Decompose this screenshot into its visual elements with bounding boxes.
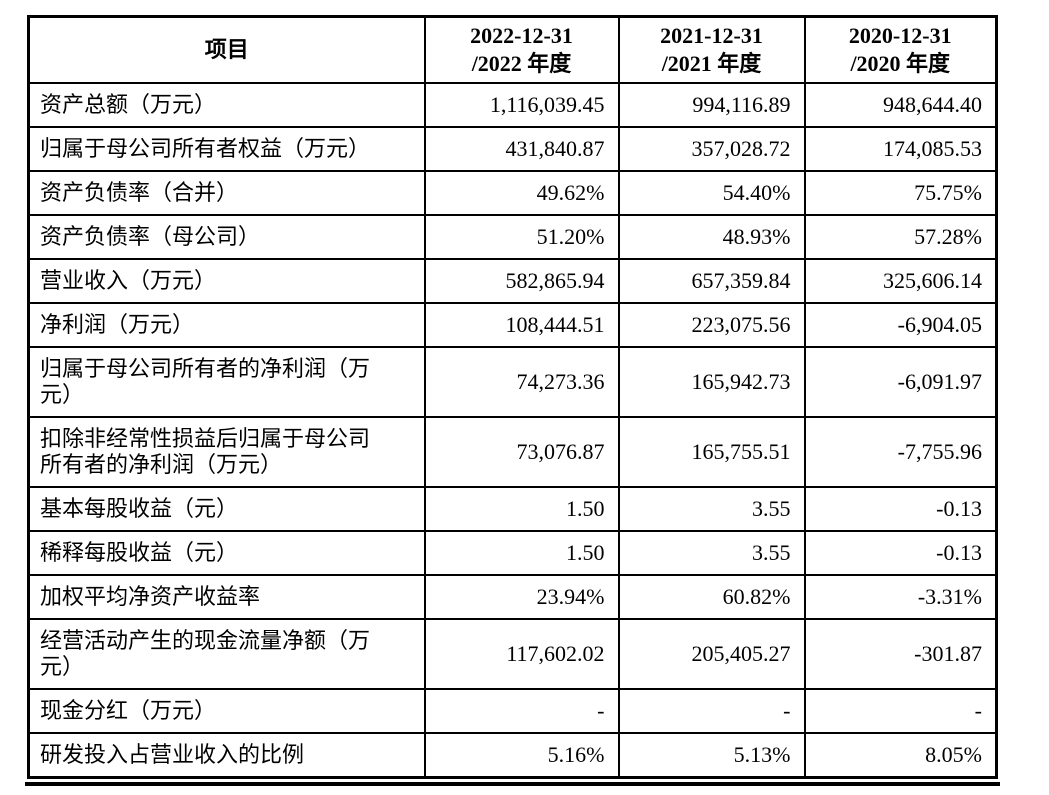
row-label: 营业收入（万元） [27,258,426,304]
table-row: 加权平均净资产收益率 23.94% 60.82% -3.31% [27,574,998,620]
row-value: 51.20% [423,214,620,260]
row-label: 稀释每股收益（元） [27,530,426,576]
row-value: -6,091.97 [803,346,998,418]
table-row: 研发投入占营业收入的比例 5.16% 5.13% 8.05% [27,732,998,779]
row-value: 5.13% [617,732,806,779]
row-value: 48.93% [617,214,806,260]
row-value: 8.05% [803,732,998,779]
row-value: 357,028.72 [617,126,806,172]
row-value: 57.28% [803,214,998,260]
row-label: 经营活动产生的现金流量净额（万元） [27,618,426,690]
table-row: 资产总额（万元） 1,116,039.45 994,116.89 948,644.40 [27,82,998,128]
row-value: 431,840.87 [423,126,620,172]
row-value: -0.13 [803,486,998,532]
row-value: 325,606.14 [803,258,998,304]
row-label: 资产负债率（合并） [27,170,426,216]
table-row: 资产负债率（母公司） 51.20% 48.93% 57.28% [27,214,998,260]
table-row: 现金分红（万元） - - - [27,688,998,734]
header-period-2021-date: 2021-12-31 [660,23,763,48]
row-label: 扣除非经常性损益后归属于母公司所有者的净利润（万元） [27,416,426,488]
table-row: 营业收入（万元） 582,865.94 657,359.84 325,606.14 [27,258,998,304]
row-value: 54.40% [617,170,806,216]
header-item: 项目 [27,15,426,84]
header-period-2021: 2021-12-31 /2021 年度 [617,15,806,84]
header-row: 项目 2022-12-31 /2022 年度 2021-12-31 /2021 … [27,15,998,84]
header-period-2022: 2022-12-31 /2022 年度 [423,15,620,84]
row-label: 资产总额（万元） [27,82,426,128]
row-label: 基本每股收益（元） [27,486,426,532]
header-period-2021-year: /2021 年度 [661,51,762,76]
table-row: 经营活动产生的现金流量净额（万元） 117,602.02 205,405.27 -30… [27,618,998,690]
row-value: -3.31% [803,574,998,620]
row-value: 205,405.27 [617,618,806,690]
table-body: 资产总额（万元） 1,116,039.45 994,116.89 948,644.40… [27,82,998,779]
row-value: 165,942.73 [617,346,806,418]
row-value: 49.62% [423,170,620,216]
row-value: -6,904.05 [803,302,998,348]
table-bottom-double-rule [25,782,1000,786]
row-value: 165,755.51 [617,416,806,488]
header-period-2020: 2020-12-31 /2020 年度 [803,15,998,84]
row-label: 加权平均净资产收益率 [27,574,426,620]
row-value: - [617,688,806,734]
table-row: 资产负债率（合并） 49.62% 54.40% 75.75% [27,170,998,216]
row-value: - [803,688,998,734]
row-value: 1.50 [423,486,620,532]
row-value: 5.16% [423,732,620,779]
row-value: 73,076.87 [423,416,620,488]
row-value: 60.82% [617,574,806,620]
row-value: 1.50 [423,530,620,576]
row-label: 现金分红（万元） [27,688,426,734]
row-value: -0.13 [803,530,998,576]
financial-table-wrap: 项目 2022-12-31 /2022 年度 2021-12-31 /2021 … [25,15,1000,786]
row-value: 108,444.51 [423,302,620,348]
row-label: 归属于母公司所有者的净利润（万元） [27,346,426,418]
table-row: 归属于母公司所有者的净利润（万元） 74,273.36 165,942.73 -6,0… [27,346,998,418]
row-value: 174,085.53 [803,126,998,172]
row-value: 74,273.36 [423,346,620,418]
table-row: 扣除非经常性损益后归属于母公司所有者的净利润（万元） 73,076.87 165,7… [27,416,998,488]
table-row: 净利润（万元） 108,444.51 223,075.56 -6,904.05 [27,302,998,348]
header-period-2022-year: /2022 年度 [471,51,572,76]
row-value: 657,359.84 [617,258,806,304]
row-value: 117,602.02 [423,618,620,690]
row-label: 资产负债率（母公司） [27,214,426,260]
table-row: 基本每股收益（元） 1.50 3.55 -0.13 [27,486,998,532]
row-value: -301.87 [803,618,998,690]
row-label: 研发投入占营业收入的比例 [27,732,426,779]
row-value: 3.55 [617,530,806,576]
row-value: 23.94% [423,574,620,620]
row-label: 归属于母公司所有者权益（万元） [27,126,426,172]
row-value: 3.55 [617,486,806,532]
row-value: -7,755.96 [803,416,998,488]
row-value: 75.75% [803,170,998,216]
header-period-2020-year: /2020 年度 [850,51,951,76]
row-value: 1,116,039.45 [423,82,620,128]
header-period-2020-date: 2020-12-31 [848,23,952,48]
table-row: 稀释每股收益（元） 1.50 3.55 -0.13 [27,530,998,576]
row-value: 948,644.40 [803,82,998,128]
row-label: 净利润（万元） [27,302,426,348]
row-value: 582,865.94 [423,258,620,304]
row-value: 994,116.89 [617,82,806,128]
table-row: 归属于母公司所有者权益（万元） 431,840.87 357,028.72 174,0… [27,126,998,172]
row-value: 223,075.56 [617,302,806,348]
header-period-2022-date: 2022-12-31 [470,23,573,48]
row-value: - [423,688,620,734]
financial-summary-table: 项目 2022-12-31 /2022 年度 2021-12-31 /2021 … [27,15,998,779]
